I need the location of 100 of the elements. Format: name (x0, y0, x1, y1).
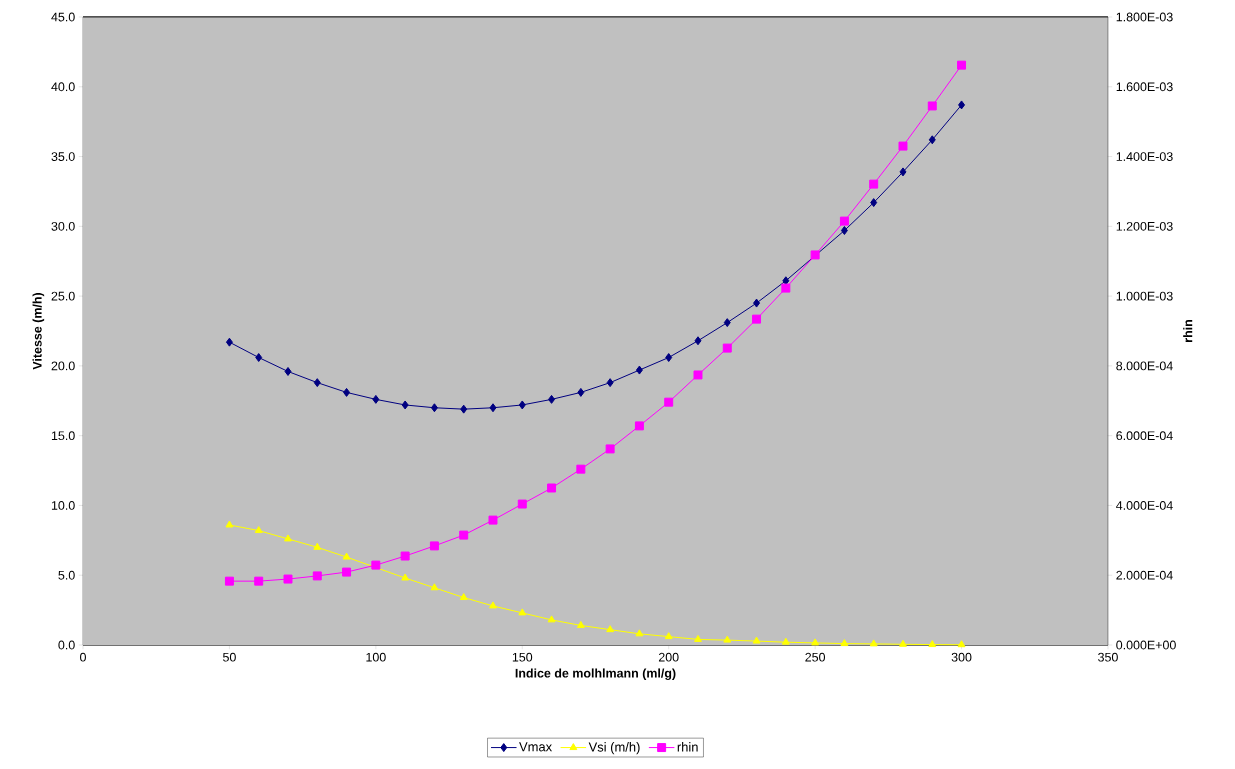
x-axis-title: Indice de molhlmann (ml/g) (515, 668, 676, 681)
x-tick-label: 150 (512, 652, 533, 662)
point (518, 608, 527, 616)
y-tick-label: 25.0 (51, 291, 75, 301)
point (606, 625, 615, 633)
point (489, 403, 497, 413)
point (283, 574, 293, 584)
y2-tick-label: 1.800E-03 (1116, 12, 1173, 22)
point (810, 250, 820, 260)
y2-tick-label: 6.000E-04 (1116, 431, 1173, 441)
point (488, 515, 498, 525)
point (225, 520, 234, 528)
point (460, 404, 468, 414)
point (489, 601, 497, 609)
x-tick-label: 250 (805, 652, 826, 662)
point (664, 397, 674, 407)
y2-tick-label: 1.600E-03 (1116, 82, 1173, 92)
y-tick-label: 20.0 (51, 361, 75, 371)
point (401, 573, 410, 581)
point (693, 370, 703, 380)
x-tick-label: 200 (658, 652, 679, 662)
point (548, 394, 556, 404)
point (254, 576, 264, 586)
point (635, 365, 643, 375)
y2-tick-label: 4.000E-04 (1116, 501, 1173, 510)
point (722, 343, 732, 353)
point (401, 400, 409, 410)
point (606, 378, 614, 388)
point (753, 298, 761, 308)
y-tick-label: 45.0 (51, 12, 75, 22)
x-tick-label: 100 (366, 652, 386, 662)
y2-tick-label: 2.000E-04 (1116, 570, 1173, 580)
y2-axis-title: rhin (1183, 320, 1193, 342)
y-tick-label: 0.0 (58, 640, 75, 650)
point (459, 593, 468, 601)
y-tick-label: 40.0 (51, 82, 75, 92)
point (723, 318, 731, 328)
point (430, 583, 439, 591)
point (928, 135, 936, 145)
point (899, 167, 907, 177)
point (781, 637, 790, 645)
x-tick-label: 300 (951, 652, 972, 662)
point (839, 216, 849, 226)
y-tick-label: 5.0 (58, 570, 75, 580)
y-tick-label: 15.0 (51, 431, 75, 441)
x-tick-label: 50 (223, 652, 236, 662)
point (927, 101, 937, 111)
point (694, 634, 702, 642)
point (957, 640, 966, 648)
legend-label: Vmax (519, 742, 552, 752)
point (372, 394, 380, 404)
point (840, 639, 849, 647)
point (371, 560, 381, 570)
point (870, 198, 878, 208)
legend-label: rhin (677, 742, 698, 752)
point (811, 638, 820, 646)
point (782, 276, 790, 286)
y2-tick-label: 0.000E+00 (1116, 640, 1176, 650)
point (752, 636, 761, 644)
point (547, 615, 556, 623)
point (284, 366, 292, 376)
point (928, 640, 937, 648)
y2-tick-label: 1.000E-03 (1116, 291, 1173, 301)
point (781, 283, 791, 293)
point (957, 60, 967, 70)
point (400, 551, 410, 561)
point (517, 499, 527, 509)
point (313, 542, 322, 550)
x-tick-label: 350 (1098, 652, 1118, 662)
point (752, 314, 762, 324)
point (899, 639, 907, 647)
point (665, 353, 673, 362)
y-axis-title: Vitesse (m/h) (32, 292, 45, 370)
point (840, 226, 848, 235)
point (459, 530, 469, 540)
point (635, 629, 644, 637)
legend-label: Vsi (m/h) (588, 742, 640, 755)
point (313, 378, 321, 388)
point (284, 534, 292, 542)
point (429, 541, 439, 551)
y2-tick-label: 8.000E-04 (1116, 361, 1173, 371)
point (342, 567, 352, 577)
point (869, 179, 879, 189)
point (576, 464, 586, 474)
x-tick-label: 0 (80, 652, 86, 662)
point (255, 353, 263, 362)
point (634, 421, 644, 431)
y-tick-label: 35.0 (51, 152, 75, 161)
point (605, 444, 615, 454)
point (869, 639, 878, 647)
point (254, 526, 263, 534)
point (898, 141, 908, 151)
point (342, 552, 351, 560)
point (225, 337, 233, 347)
point (430, 403, 438, 413)
point (224, 576, 234, 586)
point (694, 336, 702, 346)
point (343, 387, 351, 397)
y-tick-label: 10.0 (51, 501, 75, 510)
y2-tick-label: 1.200E-03 (1116, 221, 1173, 231)
